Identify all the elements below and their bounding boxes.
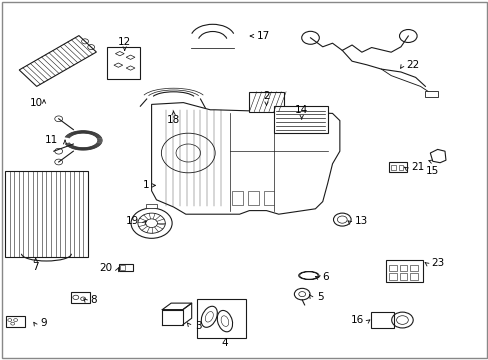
Ellipse shape (221, 316, 228, 327)
Text: 16: 16 (350, 315, 364, 325)
Bar (409, 265, 417, 271)
Text: 9: 9 (40, 318, 47, 328)
Bar (390, 165, 395, 170)
Bar (399, 273, 407, 280)
Bar (145, 204, 157, 208)
Bar (6, 316, 25, 327)
Bar (249, 92, 283, 112)
Bar (197, 299, 245, 338)
Text: 7: 7 (32, 262, 39, 272)
Bar (5, 171, 88, 257)
Text: 5: 5 (316, 292, 323, 302)
Text: 6: 6 (322, 272, 329, 282)
Bar (232, 191, 243, 205)
Text: 22: 22 (405, 60, 418, 70)
Text: 15: 15 (425, 166, 439, 176)
Text: 8: 8 (90, 294, 97, 305)
Text: 17: 17 (256, 31, 269, 41)
Text: 4: 4 (221, 338, 228, 348)
Bar (409, 273, 417, 280)
Bar (388, 265, 396, 271)
Text: 19: 19 (126, 216, 139, 226)
Bar (386, 260, 422, 282)
Ellipse shape (205, 311, 213, 322)
Bar (263, 191, 274, 205)
Bar (388, 162, 407, 172)
Text: 11: 11 (44, 135, 58, 145)
Text: 18: 18 (166, 115, 180, 125)
Text: 1: 1 (142, 180, 149, 190)
Bar (370, 312, 393, 328)
Text: 20: 20 (99, 263, 112, 273)
Ellipse shape (217, 310, 232, 332)
Text: 10: 10 (30, 98, 43, 108)
Bar (247, 191, 258, 205)
Bar (106, 47, 140, 79)
Bar (71, 292, 90, 303)
Bar (273, 106, 327, 133)
Text: 3: 3 (195, 321, 202, 331)
Text: 2: 2 (263, 91, 269, 101)
Bar (119, 264, 133, 271)
Text: 14: 14 (294, 105, 308, 115)
Text: 23: 23 (430, 258, 444, 268)
Text: 12: 12 (118, 37, 131, 47)
Bar (388, 273, 396, 280)
Bar (399, 265, 407, 271)
Bar (425, 91, 437, 97)
Bar (398, 165, 403, 170)
Ellipse shape (201, 306, 217, 327)
Text: 13: 13 (354, 216, 367, 226)
Text: 21: 21 (410, 162, 423, 172)
Bar (120, 265, 125, 270)
